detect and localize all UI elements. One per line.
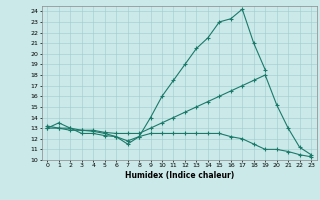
X-axis label: Humidex (Indice chaleur): Humidex (Indice chaleur) [124, 171, 234, 180]
